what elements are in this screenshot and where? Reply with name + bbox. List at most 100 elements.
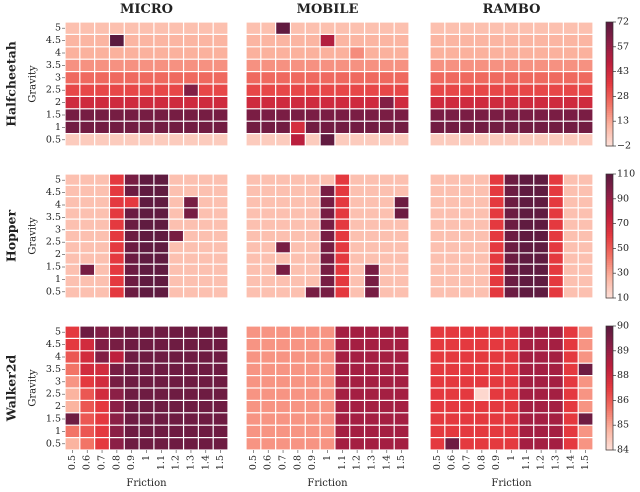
colorbar-segment [606, 135, 613, 139]
colorbar-segment [606, 182, 613, 185]
colorbar-segment [606, 88, 613, 91]
heatmap-cell [460, 401, 474, 413]
colorbar-segment [606, 398, 613, 401]
colorbar-segment [606, 242, 613, 245]
heatmap-cell [365, 253, 379, 264]
heatmap-cell [534, 413, 548, 425]
heatmap-cell [365, 208, 379, 219]
heatmap-cell [475, 219, 489, 230]
heatmap-cell [549, 276, 563, 287]
heatmap-cell [95, 47, 109, 59]
colorbar-segment [606, 131, 613, 135]
heatmap-cell [305, 230, 320, 242]
x-axis-label: Friction [126, 478, 167, 489]
heatmap-cell [563, 388, 578, 400]
heatmap-cell [578, 72, 593, 84]
colorbar-segment [606, 346, 613, 350]
heatmap-cell [95, 326, 109, 338]
heatmap-cell [169, 47, 183, 59]
heatmap-cell [65, 84, 80, 96]
colorbar-segment [606, 400, 613, 404]
heatmap-cell [65, 134, 80, 146]
x-tick-label: 1.2 [352, 455, 363, 470]
heatmap-cell [320, 242, 335, 253]
heatmap-cell [504, 363, 519, 375]
colorbar-segment [606, 192, 613, 196]
heatmap-cell [460, 22, 474, 34]
heatmap-cell [519, 425, 534, 437]
colorbar-segment [606, 48, 613, 52]
heatmap-cell [489, 219, 504, 230]
heatmap-cell [246, 174, 261, 185]
heatmap-cell [549, 230, 563, 242]
colorbar-segment [606, 96, 613, 100]
heatmap-cell [95, 253, 109, 264]
heatmap-cell [519, 351, 534, 363]
x-tick-label: 0.5 [432, 455, 443, 470]
heatmap-cell [110, 72, 124, 84]
heatmap-cell [475, 84, 489, 96]
heatmap-cell [291, 97, 305, 109]
heatmap-cell [65, 326, 80, 338]
heatmap-cell [460, 208, 474, 219]
heatmap-cell [489, 376, 504, 388]
heatmap-cell [124, 326, 139, 338]
heatmap-cell [110, 121, 124, 133]
heatmap-cell [261, 22, 276, 34]
heatmap-cell [365, 47, 379, 59]
heatmap-cell [184, 388, 198, 400]
heatmap-cell [489, 47, 504, 59]
heatmap-cell [213, 219, 228, 230]
heatmap-cell [124, 264, 139, 275]
heatmap-cell [460, 413, 474, 425]
heatmap-cell [335, 401, 350, 413]
colorbar-segment [606, 252, 613, 256]
heatmap-cell [198, 425, 213, 437]
heatmap-cell [489, 35, 504, 47]
heatmap-cell [65, 363, 80, 375]
heatmap-cell [365, 401, 379, 413]
colorbar-segment [606, 291, 613, 295]
heatmap-cell [169, 109, 183, 121]
heatmap-cell [504, 208, 519, 219]
heatmap-cell [291, 47, 305, 59]
heatmap-cell [365, 230, 379, 242]
heatmap-cell [305, 401, 320, 413]
heatmap-cell [578, 185, 593, 196]
heatmap-cell [335, 197, 350, 208]
heatmap-cell [350, 59, 364, 71]
heatmap-cell [246, 134, 261, 146]
heatmap-cell [460, 35, 474, 47]
heatmap-cell [350, 425, 364, 437]
heatmap-cell [276, 219, 290, 230]
heatmap-cell [124, 185, 139, 196]
heatmap-cell [246, 109, 261, 121]
heatmap-cell [534, 84, 548, 96]
colorbar-segment [606, 336, 613, 339]
heatmap-cell [475, 72, 489, 84]
heatmap-cell [80, 413, 95, 425]
heatmap-cell [198, 134, 213, 146]
heatmap-cell [475, 438, 489, 450]
heatmap-cell [124, 134, 139, 146]
heatmap-cell [198, 109, 213, 121]
colorbar-segment [606, 328, 613, 331]
heatmap-cell [549, 339, 563, 351]
heatmap-cell [335, 339, 350, 351]
heatmap-cell [261, 97, 276, 109]
heatmap-cell [504, 109, 519, 121]
heatmap-cell [80, 22, 95, 34]
heatmap-cell [320, 185, 335, 196]
y-tick-label: 0.5 [46, 438, 61, 449]
heatmap-cell [430, 242, 445, 253]
heatmap-cell [139, 59, 154, 71]
heatmap-cell [213, 59, 228, 71]
heatmap-cell [198, 72, 213, 84]
heatmap-cell [80, 425, 95, 437]
heatmap-cell [563, 97, 578, 109]
heatmap-cell [430, 84, 445, 96]
heatmap-cell [475, 35, 489, 47]
heatmap-cell [139, 208, 154, 219]
heatmap-cell [445, 276, 460, 287]
heatmap-cell [305, 72, 320, 84]
